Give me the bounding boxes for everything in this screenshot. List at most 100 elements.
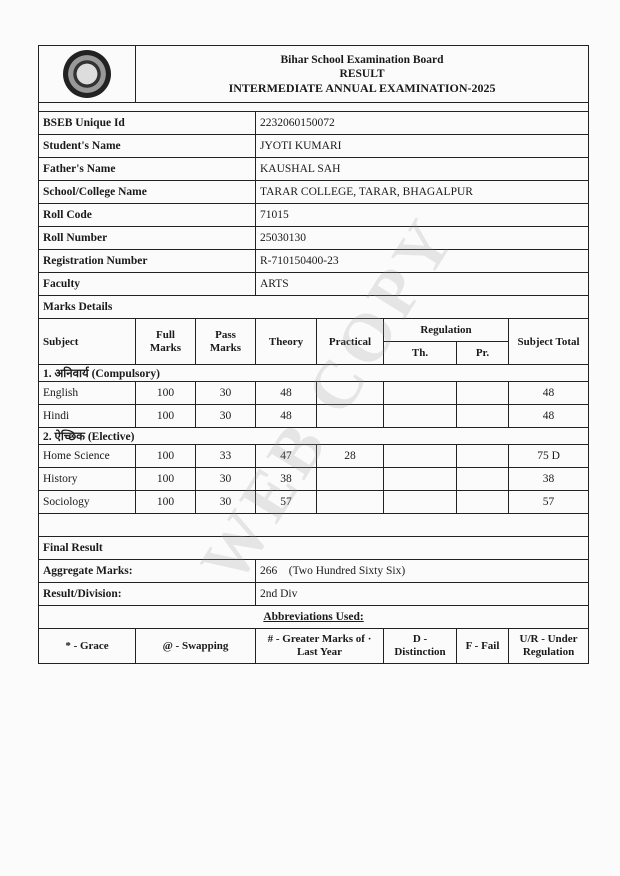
info-label: Father's Name <box>38 157 256 181</box>
info-label: Roll Code <box>38 203 256 227</box>
cell-full: 100 <box>135 467 196 491</box>
info-label: Registration Number <box>38 249 256 273</box>
result-label: Result/Division: <box>38 582 256 606</box>
result-value: 2nd Div <box>254 582 590 606</box>
cell-subject: English <box>38 381 136 405</box>
col-subject-total: Subject Total <box>507 318 590 365</box>
abbr-grace: * - Grace <box>38 628 136 664</box>
abbreviations-row: * - Grace @ - Swapping # - Greater Marks… <box>38 628 590 664</box>
final-result-row: Final Result <box>37 536 590 560</box>
subject-row: Hindi 100 30 48 48 <box>38 404 590 428</box>
info-label: Student's Name <box>38 134 256 158</box>
cell-pr <box>456 404 509 428</box>
cell-pass: 30 <box>195 490 256 514</box>
abbreviations-title-row: Abbreviations Used: <box>37 605 590 629</box>
info-value: R-710150400-23 <box>254 249 590 273</box>
board-name: Bihar School Examination Board <box>280 54 444 66</box>
info-value: TARAR COLLEGE, TARAR, BHAGALPUR <box>254 180 590 204</box>
cell-pr <box>456 467 509 491</box>
division-row: Result/Division: 2nd Div <box>38 582 590 606</box>
info-label: Roll Number <box>38 226 256 250</box>
col-theory: Theory <box>255 318 317 365</box>
cell-practical <box>316 490 384 514</box>
section-row: 1. अनिवार्य (Compulsory) <box>37 364 590 382</box>
info-value: 2232060150072 <box>254 111 590 135</box>
section-title: 1. अनिवार्य (Compulsory) <box>37 364 590 382</box>
abbr-swapping: @ - Swapping <box>135 628 256 664</box>
marks-details-title: Marks Details <box>37 295 590 319</box>
info-row: Roll Code 71015 <box>38 203 590 227</box>
info-row: Roll Number 25030130 <box>38 226 590 250</box>
col-reg-theory: Th. <box>383 341 457 365</box>
col-reg-practical: Pr. <box>456 341 509 365</box>
cell-full: 100 <box>135 444 196 468</box>
cell-subject: Hindi <box>38 404 136 428</box>
cell-th <box>383 467 457 491</box>
cell-th <box>383 404 457 428</box>
subject-row: History 100 30 38 38 <box>38 467 590 491</box>
col-regulation: Regulation <box>383 318 509 342</box>
section-row: 2. ऐच्छिक (Elective) <box>37 427 590 445</box>
cell-practical <box>316 467 384 491</box>
cell-pr <box>456 490 509 514</box>
cell-theory: 47 <box>255 444 317 468</box>
cell-subject: Home Science <box>38 444 136 468</box>
col-subject: Subject <box>38 318 136 365</box>
cell-full: 100 <box>135 404 196 428</box>
spacer-row <box>37 102 590 112</box>
marks-header-row: Subject Full Marks Pass Marks Theory Pra… <box>38 318 590 365</box>
cell-th <box>383 444 457 468</box>
cell-pr <box>456 381 509 405</box>
spacer <box>37 102 590 112</box>
header-row: Bihar School Examination Board RESULT IN… <box>38 45 590 103</box>
cell-pass: 30 <box>195 381 256 405</box>
info-value: 25030130 <box>254 226 590 250</box>
cell-total: 38 <box>507 467 590 491</box>
cell-th <box>383 381 457 405</box>
result-table: Bihar School Examination Board RESULT IN… <box>37 45 590 664</box>
marks-details-row: Marks Details <box>37 295 590 319</box>
col-full-marks: Full Marks <box>135 318 196 365</box>
cell-theory: 48 <box>255 381 317 405</box>
cell-total: 48 <box>507 381 590 405</box>
info-label: School/College Name <box>38 180 256 204</box>
student-info: BSEB Unique Id 2232060150072 Student's Nam… <box>38 111 590 296</box>
header-title: Bihar School Examination Board RESULT IN… <box>134 45 590 103</box>
abbreviations-title: Abbreviations Used: <box>37 605 590 629</box>
logo-cell <box>38 45 136 103</box>
abbr-under-regulation: U/R - Under Regulation <box>507 628 590 664</box>
abbr-greater-marks: # - Greater Marks of · Last Year <box>255 628 384 664</box>
exam-name: INTERMEDIATE ANNUAL EXAMINATION-2025 <box>228 81 496 95</box>
doc-type: RESULT <box>339 68 385 80</box>
cell-pr <box>456 444 509 468</box>
info-value: KAUSHAL SAH <box>254 157 590 181</box>
subject-row: Home Science 100 33 47 28 75 D <box>38 444 590 468</box>
cell-theory: 48 <box>255 404 317 428</box>
info-row: Father's Name KAUSHAL SAH <box>38 157 590 181</box>
cell-pass: 30 <box>195 404 256 428</box>
marks-subheader-row: Th. Pr. <box>39 341 589 365</box>
col-practical: Practical <box>316 318 384 365</box>
info-value: JYOTI KUMARI <box>254 134 590 158</box>
cell-full: 100 <box>135 490 196 514</box>
cell-practical: 28 <box>316 444 384 468</box>
blank <box>37 513 590 537</box>
cell-theory: 38 <box>255 467 317 491</box>
aggregate-label: Aggregate Marks: <box>38 559 256 583</box>
cell-pass: 33 <box>195 444 256 468</box>
info-row: Faculty ARTS <box>38 272 590 296</box>
info-label: BSEB Unique Id <box>38 111 256 135</box>
aggregate-value: 266 (Two Hundred Sixty Six) <box>254 559 590 583</box>
cell-practical <box>316 404 384 428</box>
final-result-title: Final Result <box>37 536 590 560</box>
abbr-distinction: D - Distinction <box>383 628 457 664</box>
cell-practical <box>316 381 384 405</box>
info-row: School/College Name TARAR COLLEGE, TARAR,… <box>38 180 590 204</box>
info-row: Student's Name JYOTI KUMARI <box>38 134 590 158</box>
cell-th <box>383 490 457 514</box>
info-value: ARTS <box>254 272 590 296</box>
cell-subject: Sociology <box>38 490 136 514</box>
cell-total: 48 <box>507 404 590 428</box>
section-title: 2. ऐच्छिक (Elective) <box>37 427 590 445</box>
